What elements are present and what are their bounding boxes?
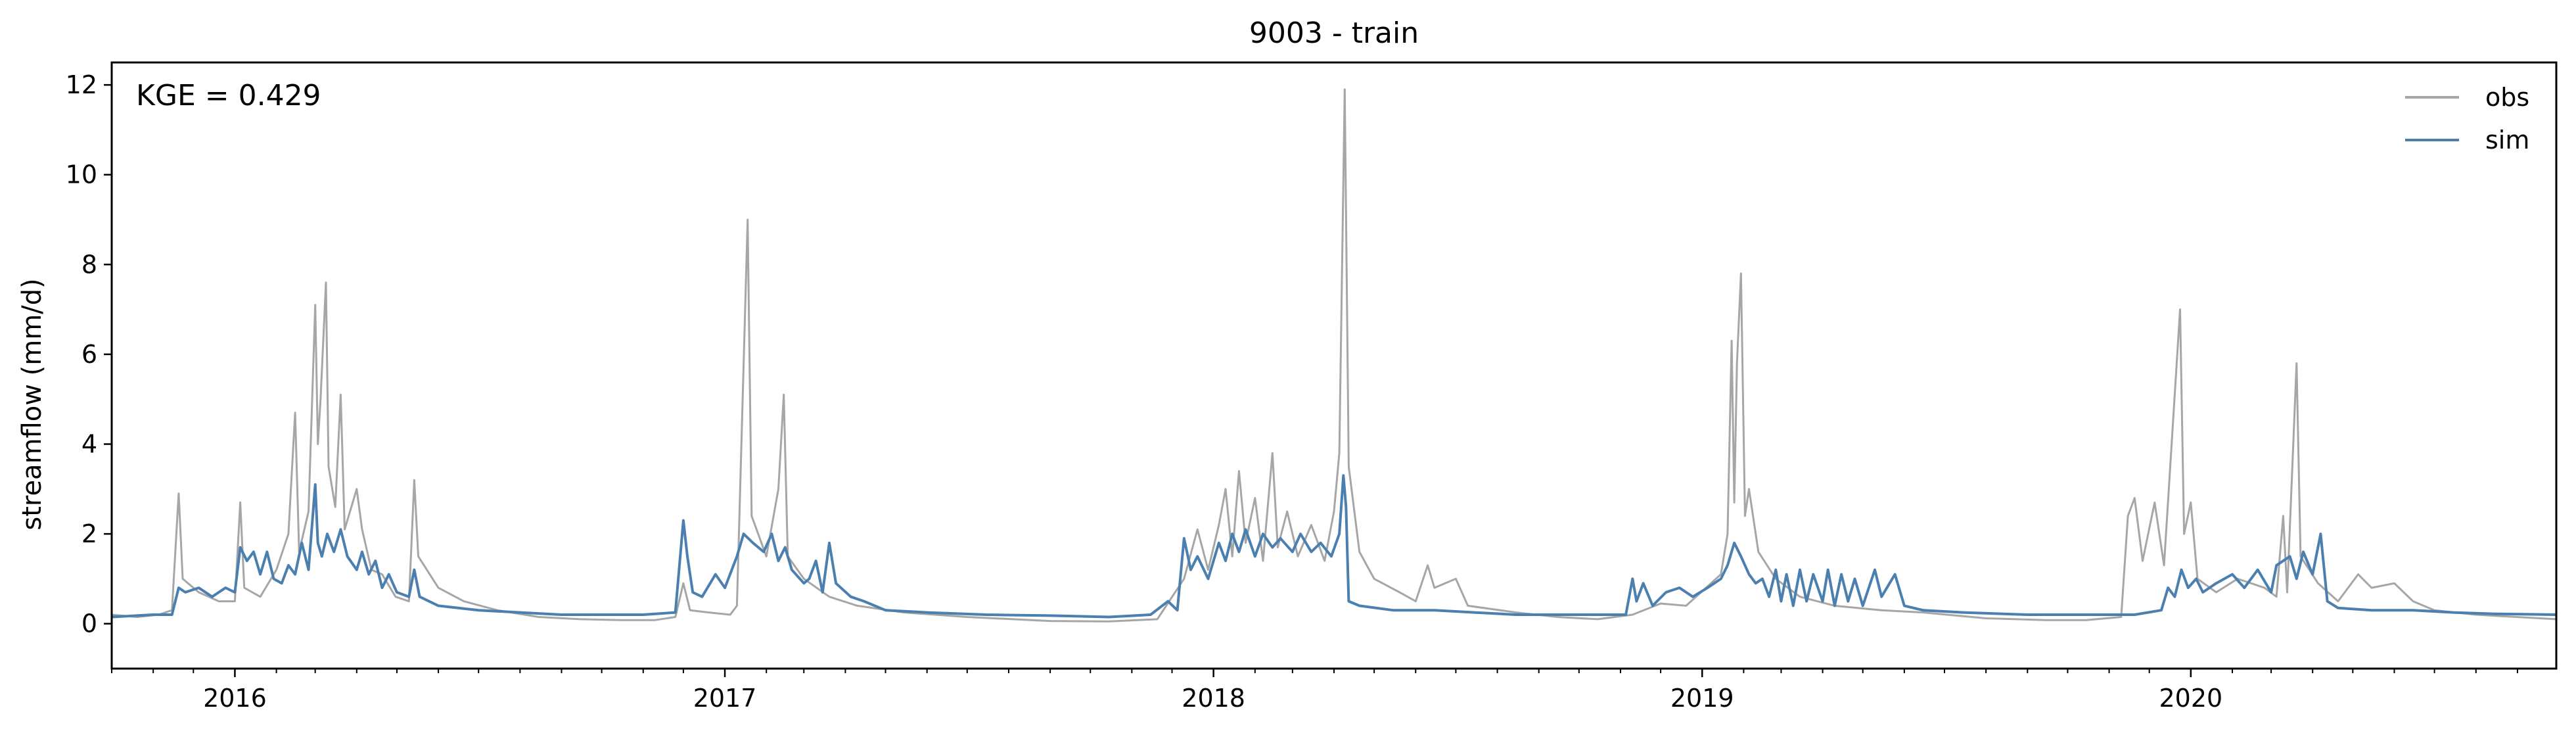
series-line-obs	[111, 88, 2557, 623]
y-tick-label: 10	[66, 160, 97, 189]
series-line-sim	[111, 474, 2557, 619]
y-tick-label: 0	[81, 609, 97, 638]
x-tick-label: 2020	[2159, 684, 2222, 713]
axes: 0 2 4 6 8 10 12 2016 2017 2018 2019 2020	[66, 70, 2518, 713]
x-tick-label: 2018	[1182, 684, 1245, 713]
legend-obs-label: obs	[2485, 83, 2529, 112]
y-axis-label: streamflow (mm/d)	[17, 278, 47, 530]
y-tick-label: 12	[66, 70, 97, 99]
x-tick-label: 2017	[693, 684, 757, 713]
x-tick-label: 2019	[1670, 684, 1734, 713]
plot-area	[111, 88, 2557, 623]
x-tick-label: 2016	[203, 684, 267, 713]
y-tick-label: 2	[81, 519, 97, 548]
legend-sim-label: sim	[2485, 126, 2529, 154]
kge-annotation: KGE = 0.429	[136, 79, 321, 112]
legend: obs sim	[2405, 83, 2529, 154]
chart-title: 9003 - train	[1249, 16, 1419, 50]
y-tick-label: 4	[81, 430, 97, 459]
y-tick-label: 8	[81, 250, 97, 279]
y-tick-label: 6	[81, 340, 97, 369]
